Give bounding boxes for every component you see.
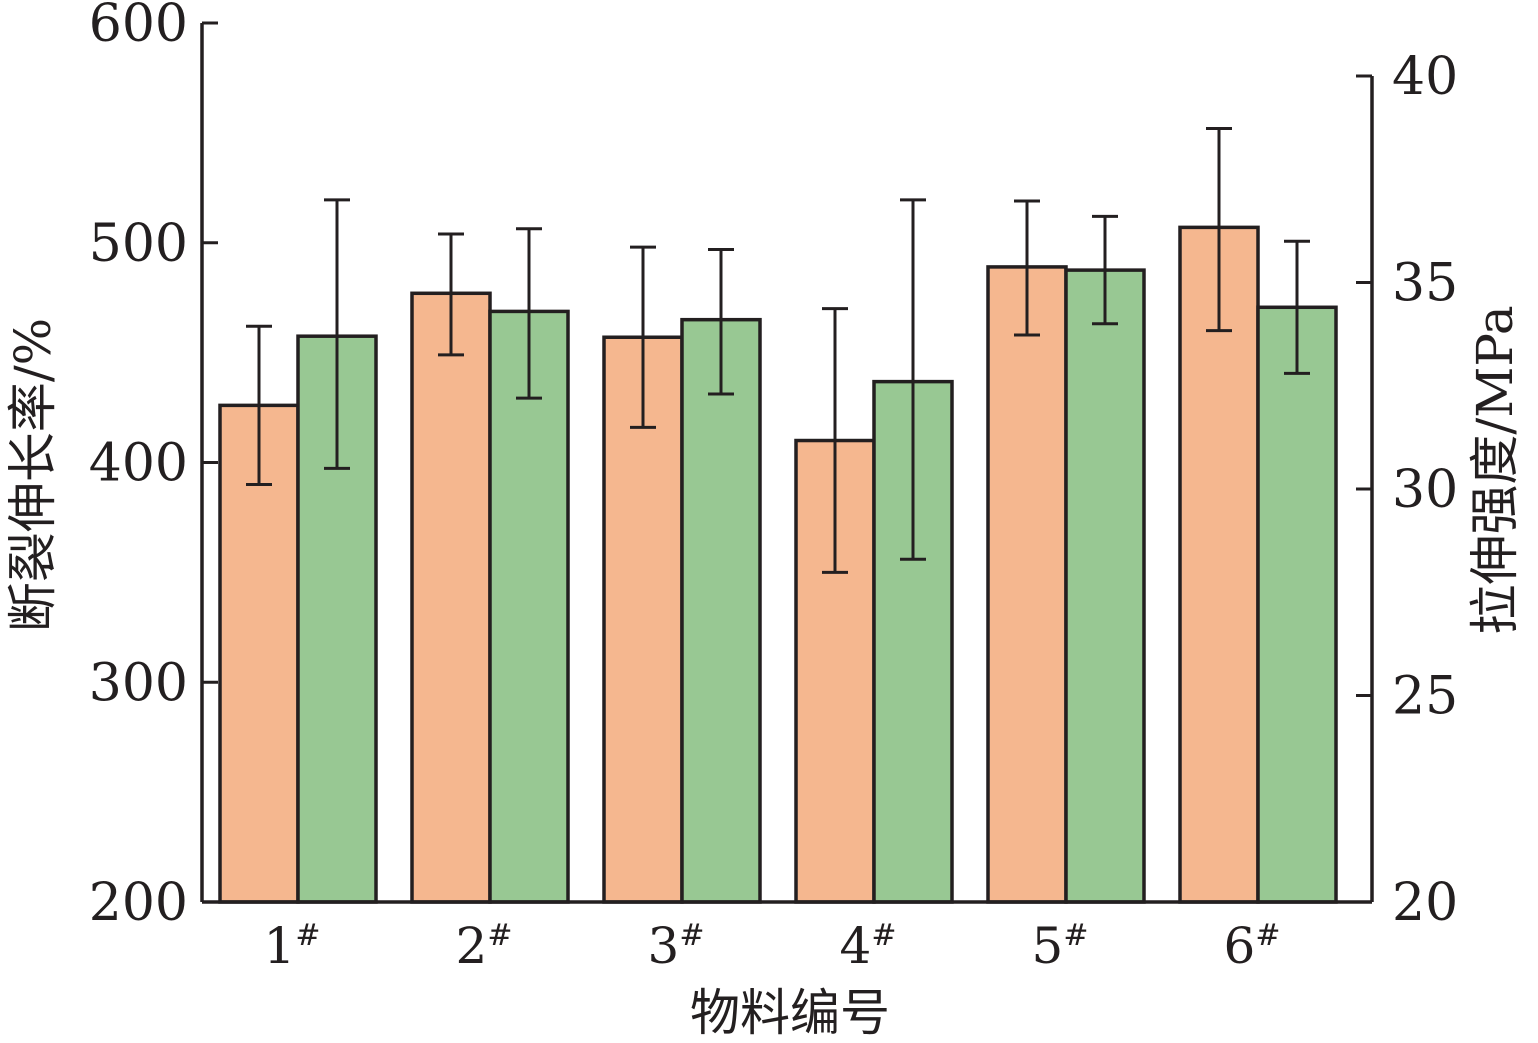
bar-left-6 [1178,225,1260,904]
bar-right-5 [1064,268,1146,904]
bar-layer [218,126,1338,904]
left-y-tick-label-600: 600 [89,0,188,54]
right-y-tick-label-40: 40 [1392,47,1458,107]
right-y-tick-label-30: 30 [1392,460,1458,520]
right-y-tick-label-20: 20 [1392,873,1458,933]
bar-left-1 [218,403,300,904]
bar-right-6 [1256,305,1338,904]
axes-layer: 1# 2# 3# 4# 5# 6# 200 300 400 500 600 20 25 30 35 40 [89,0,1458,975]
x-axis-title: 物料编号 [690,984,890,1042]
bar-left-5 [986,265,1068,904]
bar-left-2 [410,291,492,904]
left-y-tick-label-500: 500 [89,214,188,274]
bar-right-2 [488,309,570,904]
x-tick-label-4: 4# [840,917,897,975]
label-layer: 物料编号 断裂伸长率/% 拉伸强度/MPa [4,305,1524,1042]
x-tick-label-2: 2# [456,917,513,975]
x-tick-label-6: 6# [1224,917,1281,975]
x-tick-label-1: 1# [264,917,321,975]
bar-right-3 [680,317,762,904]
left-y-tick-label-400: 400 [89,434,188,494]
left-y-tick-label-200: 200 [89,873,188,933]
right-y-tick-label-35: 35 [1392,254,1458,314]
x-tick-label-5: 5# [1032,917,1089,975]
right-y-tick-label-25: 25 [1392,667,1458,727]
left-y-axis-title: 断裂伸长率/% [4,318,62,632]
x-tick-label-3: 3# [648,917,705,975]
right-y-axis-title: 拉伸强度/MPa [1466,305,1524,634]
left-y-tick-label-300: 300 [89,653,188,713]
